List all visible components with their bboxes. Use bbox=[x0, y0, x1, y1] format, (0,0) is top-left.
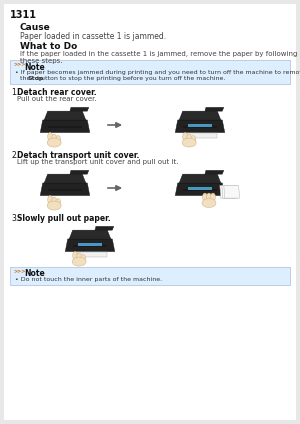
Text: Note: Note bbox=[24, 270, 45, 279]
Polygon shape bbox=[44, 111, 86, 120]
Bar bbox=[10, 60, 290, 84]
Bar bbox=[48, 126, 82, 128]
Text: Cause: Cause bbox=[20, 23, 51, 32]
Ellipse shape bbox=[191, 136, 196, 144]
Polygon shape bbox=[222, 185, 238, 198]
Ellipse shape bbox=[52, 197, 57, 205]
Bar bbox=[183, 189, 217, 191]
Ellipse shape bbox=[52, 134, 57, 142]
Text: Lift up the transport unit cover and pull out it.: Lift up the transport unit cover and pul… bbox=[17, 159, 178, 165]
Ellipse shape bbox=[47, 201, 61, 210]
Ellipse shape bbox=[211, 193, 215, 201]
Text: Note: Note bbox=[24, 62, 45, 72]
Ellipse shape bbox=[202, 198, 216, 207]
Ellipse shape bbox=[77, 253, 82, 261]
Polygon shape bbox=[40, 183, 90, 195]
Text: Slowly pull out paper.: Slowly pull out paper. bbox=[17, 214, 111, 223]
Ellipse shape bbox=[187, 134, 192, 142]
Bar bbox=[188, 187, 212, 190]
Polygon shape bbox=[69, 230, 111, 239]
Polygon shape bbox=[220, 185, 236, 198]
Polygon shape bbox=[70, 107, 89, 111]
Ellipse shape bbox=[56, 198, 61, 206]
Text: 1.: 1. bbox=[11, 88, 18, 97]
Polygon shape bbox=[179, 174, 221, 183]
Polygon shape bbox=[40, 120, 90, 133]
Text: What to Do: What to Do bbox=[20, 42, 77, 51]
Ellipse shape bbox=[206, 193, 211, 201]
Text: • Do not touch the inner parts of the machine.: • Do not touch the inner parts of the ma… bbox=[15, 277, 162, 282]
Text: 3.: 3. bbox=[11, 214, 18, 223]
Ellipse shape bbox=[56, 136, 61, 144]
Polygon shape bbox=[175, 183, 225, 195]
Bar bbox=[183, 126, 217, 128]
Polygon shape bbox=[44, 174, 86, 183]
Ellipse shape bbox=[182, 138, 196, 147]
Bar bbox=[10, 267, 290, 285]
Text: Stop: Stop bbox=[27, 76, 43, 81]
Polygon shape bbox=[175, 120, 225, 133]
Text: Detach transport unit cover.: Detach transport unit cover. bbox=[17, 151, 140, 160]
Text: Paper loaded in cassette 1 is jammed.: Paper loaded in cassette 1 is jammed. bbox=[20, 32, 166, 41]
Bar bbox=[188, 124, 212, 127]
Polygon shape bbox=[65, 239, 115, 251]
Text: 1311: 1311 bbox=[10, 10, 37, 20]
Polygon shape bbox=[70, 170, 89, 174]
Text: 2.: 2. bbox=[11, 151, 18, 160]
Polygon shape bbox=[205, 170, 224, 174]
Text: button to stop the printing before you turn off the machine.: button to stop the printing before you t… bbox=[35, 76, 225, 81]
Text: >>>: >>> bbox=[13, 270, 26, 274]
Text: Detach rear cover.: Detach rear cover. bbox=[17, 88, 97, 97]
Bar bbox=[48, 189, 82, 191]
Ellipse shape bbox=[48, 133, 53, 141]
Polygon shape bbox=[205, 107, 224, 111]
Ellipse shape bbox=[72, 257, 86, 266]
Ellipse shape bbox=[73, 251, 78, 259]
Ellipse shape bbox=[183, 133, 188, 141]
Polygon shape bbox=[179, 111, 221, 120]
Text: >>>: >>> bbox=[13, 62, 26, 67]
Text: • If paper becomes jammed during printing and you need to turn off the machine t: • If paper becomes jammed during printin… bbox=[15, 70, 300, 75]
Text: Pull out the rear cover.: Pull out the rear cover. bbox=[17, 96, 97, 102]
Polygon shape bbox=[224, 185, 240, 198]
Text: the: the bbox=[20, 76, 32, 81]
Bar bbox=[73, 245, 107, 247]
Bar bbox=[78, 243, 102, 246]
Ellipse shape bbox=[81, 254, 86, 262]
Polygon shape bbox=[185, 133, 217, 138]
Polygon shape bbox=[95, 226, 114, 230]
Ellipse shape bbox=[47, 138, 61, 147]
Polygon shape bbox=[75, 251, 107, 257]
Ellipse shape bbox=[202, 193, 208, 201]
Ellipse shape bbox=[48, 195, 53, 204]
Text: If the paper loaded in the cassette 1 is jammed, remove the paper by following t: If the paper loaded in the cassette 1 is… bbox=[20, 51, 297, 64]
